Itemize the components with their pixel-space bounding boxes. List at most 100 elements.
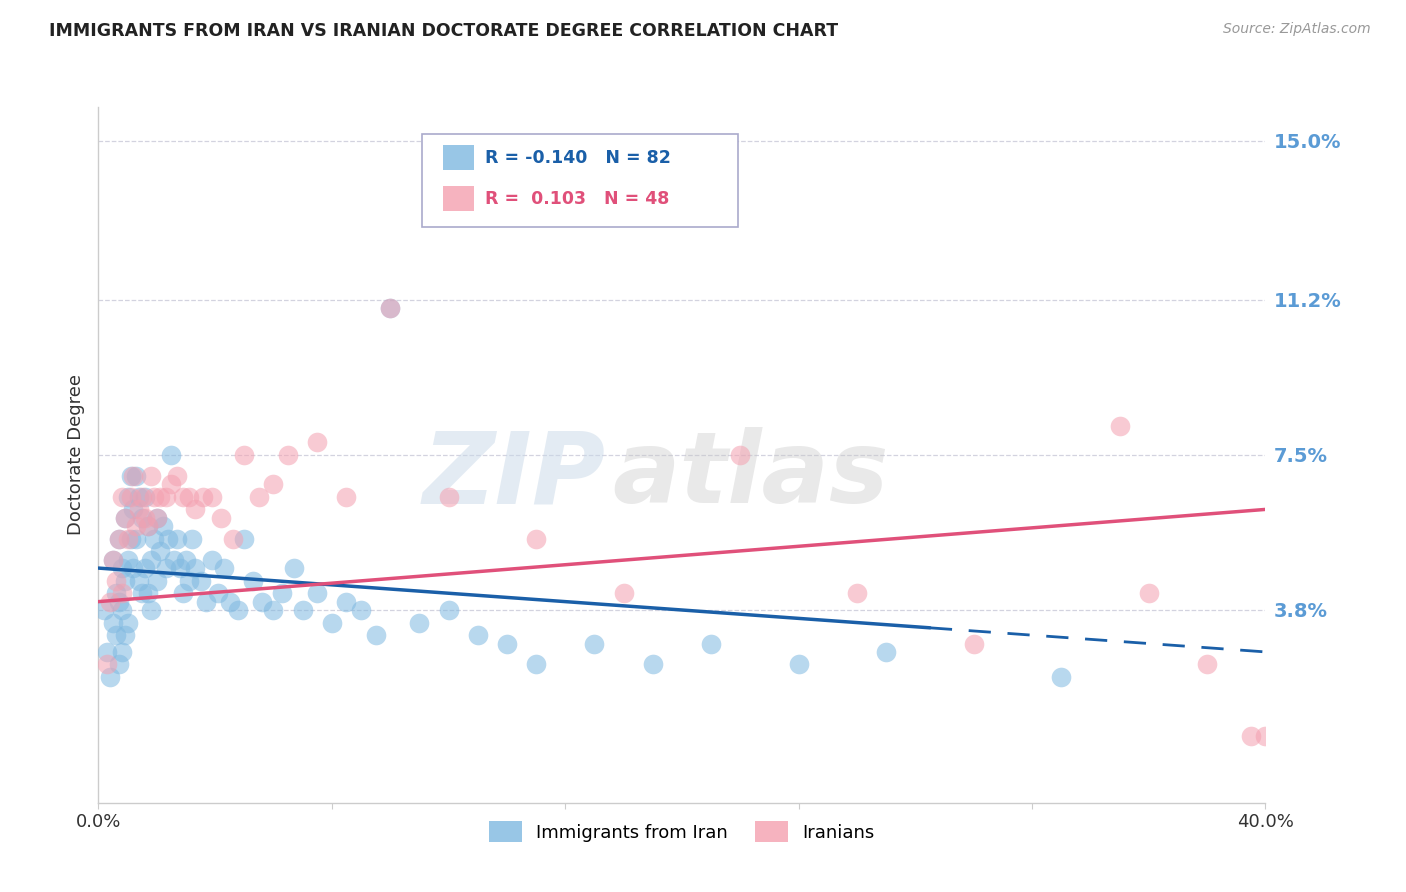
Point	[201, 490, 224, 504]
Point	[111, 645, 134, 659]
Text: R = -0.140   N = 82: R = -0.140 N = 82	[485, 149, 671, 167]
Point	[496, 636, 519, 650]
Point	[437, 603, 460, 617]
Point	[108, 532, 131, 546]
Point	[380, 301, 402, 316]
Point	[125, 519, 148, 533]
Point	[1240, 729, 1263, 743]
Point	[136, 519, 159, 533]
Point	[846, 586, 869, 600]
Point	[875, 645, 897, 659]
Point	[128, 502, 150, 516]
Point	[146, 510, 169, 524]
Point	[247, 490, 270, 504]
Y-axis label: Doctorate Degree: Doctorate Degree	[66, 375, 84, 535]
Point	[277, 448, 299, 462]
Point	[96, 657, 118, 672]
Point	[117, 615, 139, 630]
Point	[114, 510, 136, 524]
Text: IMMIGRANTS FROM IRAN VS IRANIAN DOCTORATE DEGREE CORRELATION CHART: IMMIGRANTS FROM IRAN VS IRANIAN DOCTORAT…	[49, 22, 838, 40]
Point	[195, 594, 218, 608]
Point	[221, 532, 243, 546]
Point	[467, 628, 489, 642]
Point	[1050, 670, 1073, 684]
Point	[108, 657, 131, 672]
Point	[233, 532, 256, 546]
Point	[117, 552, 139, 566]
Point	[104, 586, 127, 600]
Point	[149, 544, 172, 558]
Point	[114, 628, 136, 642]
Point	[291, 603, 314, 617]
Point	[271, 586, 294, 600]
Point	[283, 561, 305, 575]
Point	[155, 561, 177, 575]
Point	[1137, 586, 1160, 600]
Text: Source: ZipAtlas.com: Source: ZipAtlas.com	[1223, 22, 1371, 37]
Point	[321, 615, 343, 630]
Point	[262, 603, 284, 617]
Point	[131, 510, 153, 524]
Point	[104, 574, 127, 588]
Point	[120, 468, 142, 483]
Point	[111, 561, 134, 575]
Point	[1254, 729, 1277, 743]
Point	[108, 594, 131, 608]
Point	[139, 603, 162, 617]
Point	[101, 615, 124, 630]
Point	[120, 490, 142, 504]
Point	[101, 552, 124, 566]
Point	[125, 468, 148, 483]
Point	[307, 435, 329, 450]
Point	[209, 510, 232, 524]
Point	[250, 594, 273, 608]
Point	[166, 532, 188, 546]
Point	[146, 510, 169, 524]
Point	[152, 519, 174, 533]
Point	[101, 552, 124, 566]
Point	[114, 574, 136, 588]
Point	[163, 552, 186, 566]
Point	[437, 490, 460, 504]
Point	[172, 490, 194, 504]
Point	[242, 574, 264, 588]
Point	[111, 586, 134, 600]
Point	[1108, 418, 1130, 433]
Point	[408, 615, 430, 630]
Point	[193, 490, 215, 504]
Point	[583, 636, 606, 650]
Point	[364, 628, 387, 642]
Point	[104, 628, 127, 642]
Text: ZIP: ZIP	[423, 427, 606, 524]
Point	[160, 477, 183, 491]
Point	[262, 477, 284, 491]
Point	[233, 448, 256, 462]
Text: R =  0.103   N = 48: R = 0.103 N = 48	[485, 190, 669, 208]
Point	[108, 532, 131, 546]
Point	[183, 502, 205, 516]
Point	[212, 561, 235, 575]
Point	[201, 552, 224, 566]
Point	[131, 490, 153, 504]
Point	[96, 645, 118, 659]
Point	[524, 657, 547, 672]
Point	[128, 574, 150, 588]
Point	[335, 490, 357, 504]
Point	[177, 574, 200, 588]
Point	[122, 561, 145, 575]
Point	[146, 574, 169, 588]
Point	[218, 594, 240, 608]
Point	[128, 490, 150, 504]
Point	[335, 594, 357, 608]
Point	[962, 636, 984, 650]
Point	[98, 594, 121, 608]
Point	[700, 636, 723, 650]
Point	[160, 448, 183, 462]
Text: atlas: atlas	[612, 427, 889, 524]
Point	[190, 574, 212, 588]
Point	[131, 586, 153, 600]
Point	[134, 561, 156, 575]
Point	[139, 468, 162, 483]
Point	[174, 552, 197, 566]
Point	[180, 532, 202, 546]
